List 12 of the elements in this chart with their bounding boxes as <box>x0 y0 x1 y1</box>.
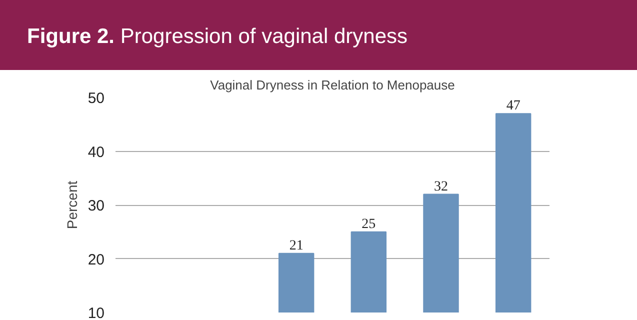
chart-title: Figure 2. Progression of vaginal dryness <box>0 0 637 70</box>
chart-subtitle: Vaginal Dryness in Relation to Menopause <box>210 78 455 92</box>
y-tick-label: 20 <box>88 251 105 268</box>
data-label: 47 <box>506 98 520 114</box>
data-label: 25 <box>362 216 376 232</box>
data-label: 21 <box>289 238 304 254</box>
y-tick-label: 30 <box>88 198 105 214</box>
y-tick-label: 40 <box>88 144 105 161</box>
y-axis-title: Percent <box>64 180 80 230</box>
data-label: 32 <box>434 179 448 194</box>
y-tick-label: 50 <box>88 90 105 107</box>
y-tick-label: 10 <box>88 305 105 320</box>
